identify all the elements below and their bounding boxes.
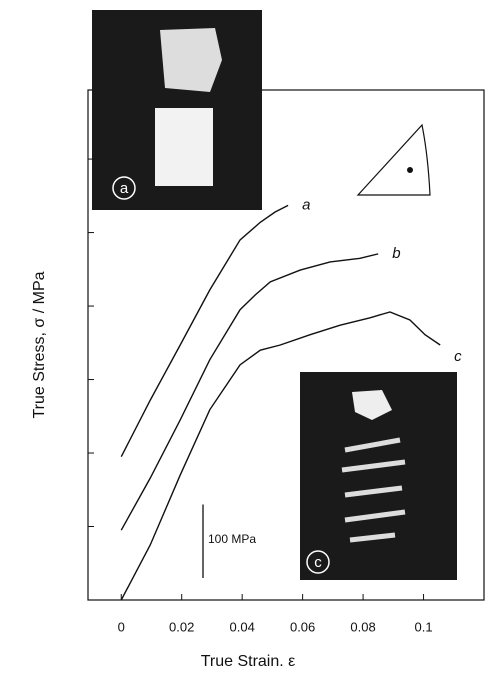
inset-a: [92, 10, 262, 210]
x-axis-label: True Strain. ε: [201, 653, 296, 670]
x-tick-label: 0.02: [169, 619, 194, 634]
x-tick-label: 0.06: [290, 619, 315, 634]
x-tick-label: 0.04: [230, 619, 255, 634]
y-axis-label: True Stress, σ / MPa: [31, 271, 48, 418]
curve-label: b: [392, 245, 400, 262]
x-tick-label: 0: [118, 619, 125, 634]
specimen-sketch: [356, 123, 431, 196]
plot-frame: [87, 89, 485, 601]
specimen-dot: [407, 167, 413, 173]
curve-label: a: [302, 196, 310, 213]
x-tick-label: 0.08: [350, 619, 375, 634]
inset-label: a: [120, 180, 129, 197]
curve: [120, 311, 441, 601]
curve-label: c: [454, 348, 462, 365]
scale-bar-label: 100 MPa: [208, 532, 256, 546]
inset-label: c: [314, 554, 322, 571]
curve: [120, 204, 289, 458]
x-tick-label: 0.1: [415, 619, 433, 634]
inset-c: [300, 372, 457, 580]
curve: [120, 253, 379, 531]
